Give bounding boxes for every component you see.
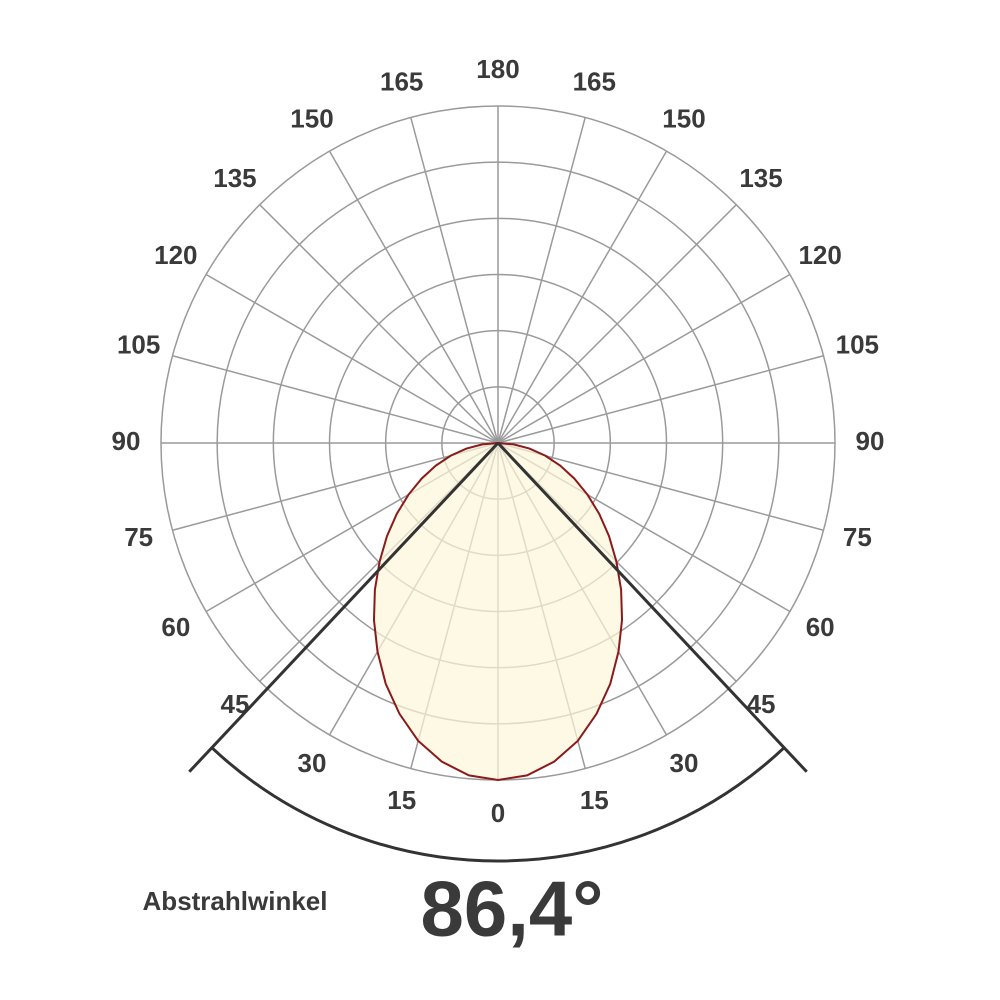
angle-tick-label: 15 <box>580 785 609 815</box>
angle-tick-label: 60 <box>806 612 835 642</box>
angle-tick-label: 120 <box>798 240 841 270</box>
angle-tick-label: 135 <box>739 163 782 193</box>
grid-spoke <box>259 204 499 444</box>
grid-spoke <box>172 355 499 444</box>
angle-tick-label: 60 <box>161 612 190 642</box>
angle-tick-label: 120 <box>154 240 197 270</box>
grid-spoke <box>497 204 737 444</box>
grid-spoke <box>497 117 586 444</box>
beam-line <box>188 441 500 773</box>
angle-tick-label: 30 <box>670 748 699 778</box>
grid-spoke <box>328 150 499 444</box>
angle-tick-label: 90 <box>856 426 885 456</box>
grid-spoke <box>497 442 824 531</box>
angle-tick-label: 165 <box>573 67 616 97</box>
angle-tick-label: 135 <box>213 163 256 193</box>
angle-tick-label: 180 <box>476 54 519 84</box>
grid-spoke <box>497 150 668 444</box>
grid-spoke <box>410 117 499 444</box>
beam-value: 86,4° <box>420 865 603 953</box>
grid-spoke <box>172 442 499 531</box>
grid-spoke <box>205 273 499 444</box>
angle-tick-label: 90 <box>112 426 141 456</box>
angle-tick-label: 0 <box>491 798 505 828</box>
angle-tick-label: 75 <box>843 522 872 552</box>
angle-tick-label: 150 <box>662 104 705 134</box>
angle-tick-label: 105 <box>836 330 879 360</box>
grid-spoke <box>497 273 791 444</box>
angle-tick-label: 150 <box>290 104 333 134</box>
angle-tick-label: 15 <box>387 785 416 815</box>
grid-spoke <box>497 355 824 444</box>
angle-tick-label: 105 <box>117 330 160 360</box>
beam-label: Abstrahlwinkel <box>143 886 328 916</box>
angle-tick-label: 75 <box>124 522 153 552</box>
angle-tick-label: 30 <box>298 748 327 778</box>
intensity-curve <box>372 441 624 782</box>
beam-arc <box>210 746 786 863</box>
beam-line <box>496 441 808 773</box>
angle-tick-label: 165 <box>380 67 423 97</box>
